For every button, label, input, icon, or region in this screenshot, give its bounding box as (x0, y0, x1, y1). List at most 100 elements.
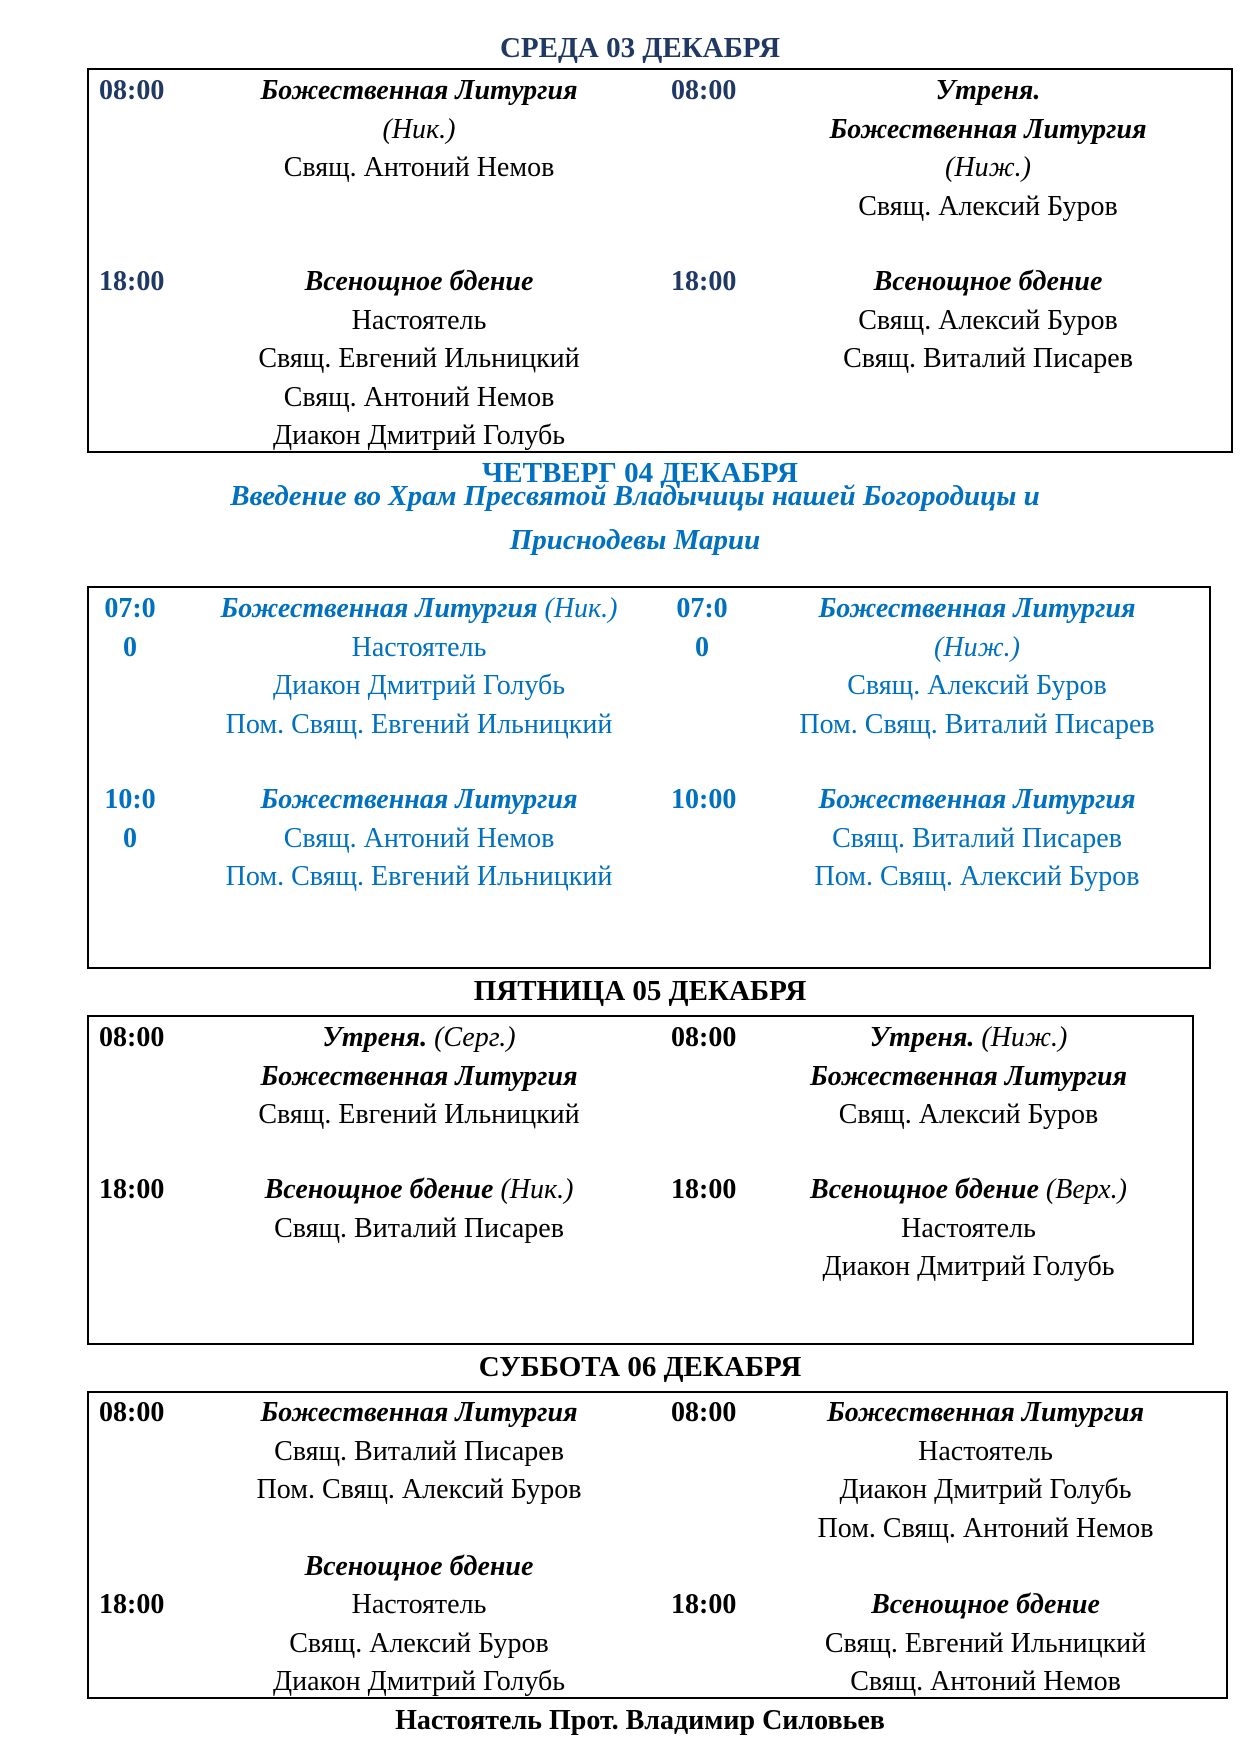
clergy-name-text: Диакон Дмитрий Голубь (272, 420, 565, 451)
clergy-name: Свящ. Алексий Буров (171, 1625, 667, 1664)
church-note: (Ник.) (382, 113, 456, 145)
clergy-name: Свящ. Евгений Ильницкий (171, 1096, 667, 1135)
day-schedule-box: 08:00 Божественная Литургия (Ник.) Свящ. Ан… (87, 68, 1233, 453)
clergy-name: Свящ. Виталий Писарев (751, 820, 1203, 859)
clergy-name-text: Свящ. Антоний Немов (283, 381, 555, 413)
service-name-text: Божественная Литургия (826, 1397, 1144, 1428)
day-title: ЧЕТВЕРГ 04 ДЕКАБРЯ (482, 457, 798, 489)
service-details: Всенощное бдение (Верх.) Настоятель Диакон… (751, 1171, 1186, 1287)
service-time: 18:00 (99, 1589, 165, 1620)
clergy-name-text: Пом. Свящ. Алексий Буров (256, 1474, 582, 1505)
service-name-text: Божественная Литургия (829, 113, 1147, 145)
service-time: 10:00 (104, 784, 156, 854)
service-time: 18:00 (671, 266, 737, 297)
clergy-name-text: Свящ. Алексий Буров (847, 670, 1107, 701)
clergy-name-text: Пом. Свящ. Алексий Буров (814, 861, 1140, 892)
church-note: (Ниж.) (751, 629, 1203, 668)
service-details: Божественная Литургия Свящ. Антоний Немов… (171, 781, 667, 897)
clergy-name: Настоятель (751, 1433, 1220, 1472)
clergy-name: Свящ. Евгений Ильницкий (171, 340, 667, 379)
clergy-name: Свящ. Антоний Немов (171, 379, 667, 418)
clergy-name-text: Настоятель (351, 1589, 487, 1620)
service-details: Всенощное бдение (Ник.) Свящ. Виталий Пис… (171, 1171, 667, 1248)
day-title: СРЕДА 03 ДЕКАБРЯ (499, 32, 781, 64)
clergy-name-text: Свящ. Евгений Ильницкий (824, 1627, 1147, 1659)
clergy-name-text: Свящ. Виталий Писарев (274, 1435, 564, 1467)
service-details: Всенощное бдение Свящ. Алексий Буров Свящ.… (751, 263, 1225, 379)
clergy-name: Пом. Свящ. Виталий Писарев (751, 706, 1203, 745)
service-details: Божественная Литургия Свящ. Виталий Писар… (171, 1394, 667, 1510)
clergy-name: Свящ. Виталий Писарев (171, 1433, 667, 1472)
service-name-text: Утреня. (869, 1022, 975, 1053)
clergy-name: Свящ. Алексий Буров (751, 302, 1225, 341)
church-note: (Ник.) (171, 111, 667, 150)
service-time: 18:00 (671, 1174, 737, 1205)
clergy-name-text: Диакон Дмитрий Голубь (839, 1474, 1132, 1505)
clergy-name: Свящ. Антоний Немов (171, 149, 667, 188)
service-name-text: Всенощное бдение (871, 1589, 1100, 1620)
clergy-name: Настоятель (171, 1586, 667, 1625)
service-details: Божественная Литургия Свящ. Виталий Писар… (751, 781, 1203, 897)
day-title: ПЯТНИЦА 05 ДЕКАБРЯ (473, 975, 807, 1007)
church-note: (Верх.) (1038, 1174, 1127, 1205)
church-note: (Ник.) (493, 1174, 574, 1205)
clergy-name-text: Диакон Дмитрий Голубь (822, 1251, 1115, 1282)
clergy-name: Диакон Дмитрий Голубь (171, 417, 667, 456)
clergy-name-text: Свящ. Антоний Немов (850, 1666, 1121, 1697)
clergy-name: Диакон Дмитрий Голубь (751, 1248, 1186, 1287)
service-name: Всенощное бдение (Верх.) (751, 1171, 1186, 1210)
service-details: Божественная Литургия (Ник.) Настоятель Ди… (171, 590, 667, 744)
clergy-name-text: Свящ. Виталий Писарев (832, 822, 1122, 854)
church-note: (Серг.) (427, 1022, 516, 1053)
clergy-name: Свящ. Антоний Немов (171, 820, 667, 859)
service-name: Божественная Литургия (751, 1394, 1220, 1433)
service-time: 08:00 (99, 1022, 165, 1053)
service-name: Божественная Литургия (171, 1394, 667, 1433)
clergy-name: Свящ. Антоний Немов (751, 1663, 1220, 1702)
clergy-name: Свящ. Алексий Буров (751, 667, 1203, 706)
clergy-name: Пом. Свящ. Антоний Немов (751, 1510, 1220, 1549)
service-time: 08:00 (671, 1022, 737, 1053)
clergy-name-text: Свящ. Алексий Буров (858, 304, 1118, 336)
clergy-name-text: Диакон Дмитрий Голубь (272, 1666, 565, 1697)
church-note: (Ник.) (537, 593, 618, 624)
day-schedule-box: 08:00 Божественная Литургия Свящ. Виталий … (87, 1391, 1228, 1699)
clergy-name-text: Пом. Свящ. Евгений Ильницкий (225, 861, 613, 892)
service-details: Божественная Литургия (Ник.) Свящ. Антоний… (171, 72, 667, 188)
clergy-name: Свящ. Евгений Ильницкий (751, 1625, 1220, 1664)
clergy-name-text: Настоятель (918, 1435, 1053, 1467)
service-details: Утреня. (Серг.) Божественная Литургия Свящ… (171, 1019, 667, 1135)
clergy-name-text: Пом. Свящ. Виталий Писарев (799, 708, 1155, 740)
clergy-name: Настоятель (171, 629, 667, 668)
service-name: Божественная Литургия (751, 590, 1203, 629)
clergy-name-text: Свящ. Антоний Немов (283, 152, 555, 183)
service-time: 07:00 (676, 593, 728, 663)
clergy-name: Диакон Дмитрий Голубь (751, 1471, 1220, 1510)
clergy-name: Диакон Дмитрий Голубь (171, 1663, 667, 1702)
clergy-name-text: Настоятель (351, 304, 487, 336)
clergy-name-text: Настоятель (901, 1212, 1036, 1244)
service-time: 08:00 (99, 75, 165, 106)
clergy-name-text: Пом. Свящ. Евгений Ильницкий (225, 708, 613, 740)
clergy-name: Свящ. Алексий Буров (751, 1096, 1186, 1135)
clergy-name: Настоятель (751, 1210, 1186, 1249)
service-name: Всенощное бдение (171, 263, 667, 302)
service-details: Утреня. Божественная Литургия (Ниж.) Свящ. … (751, 72, 1225, 226)
service-name: Всенощное бдение (751, 263, 1225, 302)
service-name: Божественная Литургия (751, 1058, 1186, 1097)
service-name-text: Божественная Литургия (818, 784, 1136, 815)
church-note: (Ниж.) (751, 149, 1225, 188)
service-name-text: Божественная Литургия (260, 1060, 578, 1092)
service-details: Всенощное бдение Свящ. Евгений Ильницкий С… (751, 1586, 1220, 1702)
footer-signature: Настоятель Прот. Владимир Силовьев (395, 1705, 885, 1736)
service-details: Божественная Литургия (Ниж.) Свящ. Алексий… (751, 590, 1203, 744)
clergy-name: Свящ. Алексий Буров (751, 188, 1225, 227)
clergy-name-text: Свящ. Виталий Писарев (843, 343, 1133, 374)
church-note: (Ниж.) (934, 631, 1020, 663)
church-note: (Ниж.) (974, 1022, 1068, 1053)
clergy-name-text: Свящ. Евгений Ильницкий (258, 1099, 580, 1130)
service-name-text: Утреня. (935, 75, 1041, 106)
service-name: Божественная Литургия (171, 781, 667, 820)
service-name-text: Божественная Литургия (260, 784, 578, 815)
